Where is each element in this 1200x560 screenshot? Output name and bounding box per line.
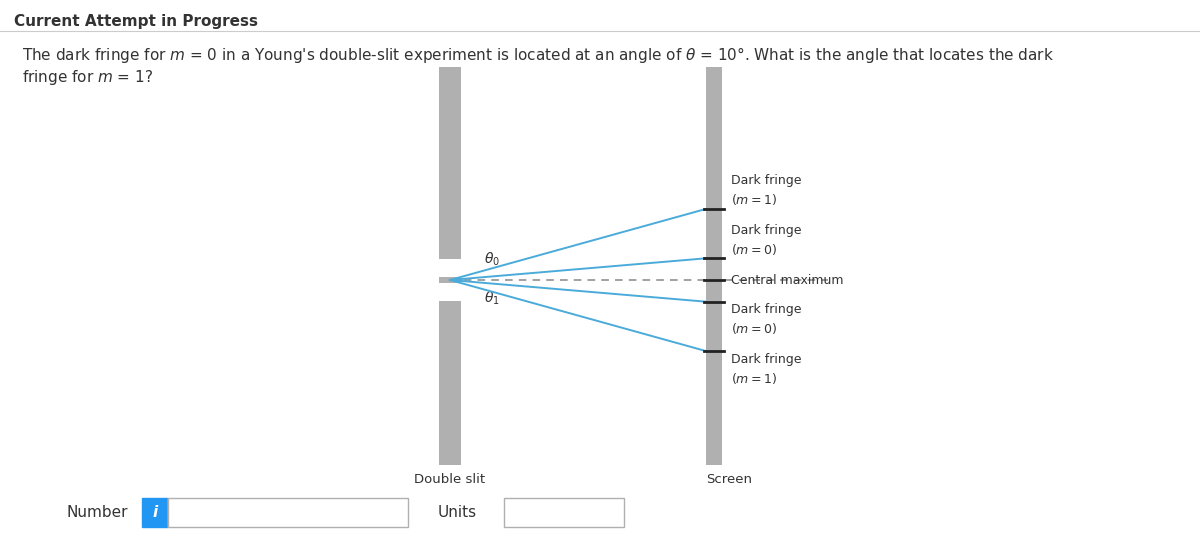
Text: Dark fringe
$(m = 1)$: Dark fringe $(m = 1)$ — [731, 174, 802, 207]
Text: Current Attempt in Progress: Current Attempt in Progress — [14, 14, 258, 29]
FancyBboxPatch shape — [439, 67, 461, 259]
FancyBboxPatch shape — [439, 301, 461, 465]
Text: ∨: ∨ — [605, 506, 614, 519]
Bar — [168, 498, 408, 527]
Text: Dark fringe
$(m = 1)$: Dark fringe $(m = 1)$ — [731, 353, 802, 386]
Bar — [142, 498, 168, 527]
Text: i: i — [152, 505, 157, 520]
Text: Units: Units — [438, 505, 478, 520]
Text: $\theta_0$: $\theta_0$ — [484, 250, 499, 268]
Text: Double slit: Double slit — [414, 473, 486, 486]
Text: Central maximum: Central maximum — [731, 273, 844, 287]
Text: Number: Number — [66, 505, 127, 520]
Text: Dark fringe
$(m = 0)$: Dark fringe $(m = 0)$ — [731, 304, 802, 336]
Text: The dark fringe for $m$ = 0 in a Young's double-slit experiment is located at an: The dark fringe for $m$ = 0 in a Young's… — [22, 45, 1054, 65]
Text: Dark fringe
$(m = 0)$: Dark fringe $(m = 0)$ — [731, 224, 802, 256]
FancyBboxPatch shape — [706, 67, 722, 465]
Bar — [504, 498, 624, 527]
Text: $\theta_1$: $\theta_1$ — [484, 290, 499, 307]
Bar — [168, 498, 408, 527]
FancyBboxPatch shape — [439, 277, 461, 283]
Bar — [504, 498, 624, 527]
Text: Screen: Screen — [706, 473, 752, 486]
Text: fringe for $m$ = 1?: fringe for $m$ = 1? — [22, 68, 152, 87]
